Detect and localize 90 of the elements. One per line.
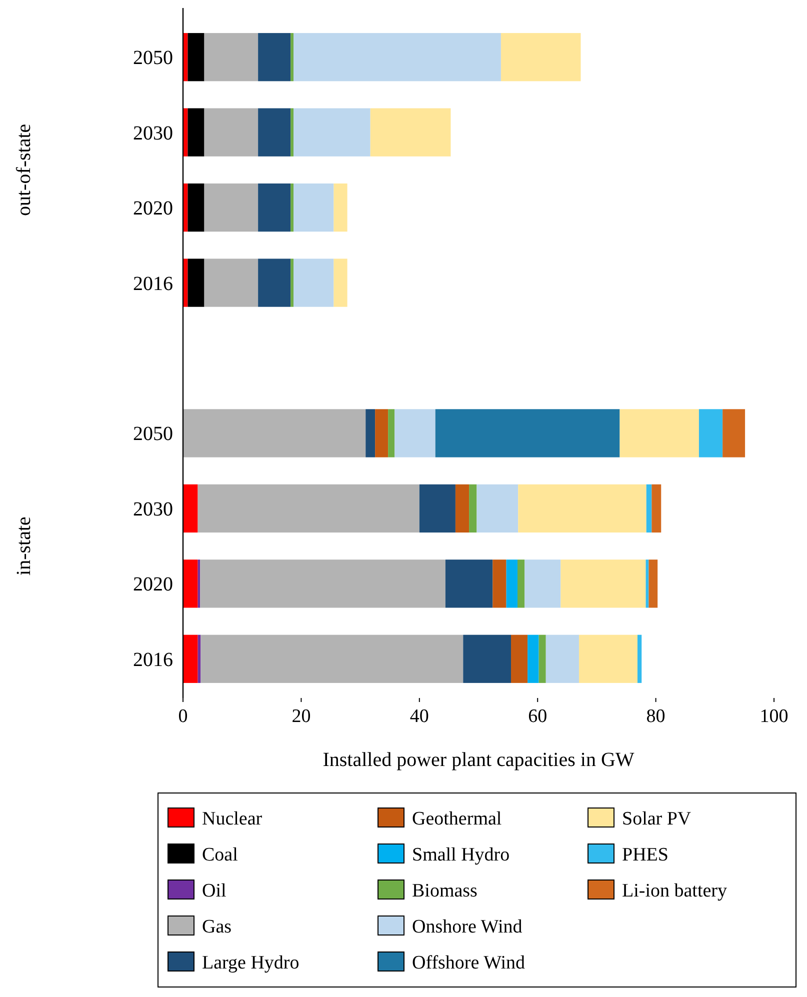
x-tick-label: 20 [292,706,311,727]
x-tick-label: 0 [178,706,188,727]
legend-label: Biomass [412,880,478,902]
bar [476,484,518,533]
bar [463,634,512,683]
bar [375,409,388,458]
y-tick-label: 2050 [133,47,173,70]
bar [648,560,658,608]
y-tick-label: 2020 [133,574,173,596]
bar [492,560,506,608]
bar [455,484,470,533]
bar [290,108,294,156]
bar [198,484,420,533]
y-tick-label: 2020 [133,198,173,220]
bar [652,484,662,533]
bar [258,108,291,156]
y-tick-label: 2016 [133,272,173,295]
bar [200,634,464,683]
bar [334,183,348,232]
legend-label: Offshore Wind [412,952,526,974]
bar [698,409,723,458]
bar [394,409,436,458]
bar [188,108,204,156]
bar [204,108,258,156]
bar [511,634,528,683]
bar [518,560,525,608]
bar [258,33,291,82]
bar [188,258,204,307]
text: out-of-state [13,124,35,216]
bar [188,33,204,82]
x-tick-label: 100 [760,706,788,727]
bar [258,183,291,232]
bar [188,183,204,232]
bar [294,183,334,232]
bar [183,484,198,533]
bar [546,634,579,683]
bar [290,33,294,82]
bar [646,484,652,533]
bar [500,33,581,82]
bar [637,634,642,683]
y-tick-label: 2030 [133,498,173,520]
bar [435,409,620,458]
y-tick-label: 2030 [133,122,173,144]
bar [524,560,561,608]
bar [469,484,477,533]
bar [366,409,376,458]
bar [538,634,546,683]
bar [528,634,539,683]
bar [183,634,198,683]
bar [560,560,646,608]
legend-label: Geothermal [412,808,502,830]
legend-label: Li-ion battery [622,880,728,902]
x-tick-label: 80 [646,706,666,727]
bar [294,258,334,307]
bar [620,409,699,458]
y-tick-label: 2050 [133,423,173,446]
legend-label: Solar PV [622,808,692,830]
bar [290,258,294,307]
bar [445,560,493,608]
bar [204,258,258,307]
bar [370,108,451,156]
bar [388,409,395,458]
bar [334,258,348,307]
bar [183,409,366,458]
bar [578,634,638,683]
legend-label: Small Hydro [412,844,510,866]
bar [294,108,370,156]
legend-label: Oil [202,880,226,902]
bar [506,560,518,608]
legend-label: Onshore Wind [412,916,523,938]
bar [204,183,258,232]
bar [722,409,746,458]
text: in-state [13,516,35,576]
legend-label: Nuclear [202,808,263,830]
legend-label: Large Hydro [202,952,300,974]
x-tick-label: 40 [410,706,429,727]
bar [204,33,258,82]
bar [258,258,291,307]
x-tick-label: 60 [528,706,548,727]
bar [419,484,456,533]
x-axis-title: Installed power plant capacities in GW [322,749,634,771]
legend-label: PHES [622,844,668,866]
bar [290,183,294,232]
bar [200,560,446,608]
y-tick-label: 2016 [133,648,173,671]
legend-label: Coal [202,844,238,866]
bar [183,560,198,608]
bar [518,484,646,533]
legend-label: Gas [202,916,232,938]
bar [294,33,501,82]
